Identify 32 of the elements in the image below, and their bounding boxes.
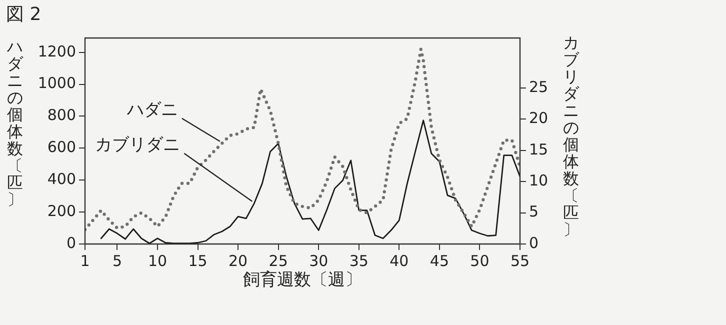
x-axis-title: 飼育週数〔週〕 [243, 270, 362, 290]
x-tick-label: 40 [390, 252, 409, 270]
y-tick-label: 0 [66, 234, 76, 252]
y2-tick-label: 10 [529, 171, 548, 190]
text: カブリダニの個体数〔匹〕 [563, 33, 579, 239]
text: ハダニの個体数〔匹〕 [7, 37, 23, 209]
y-tick-label: 200 [47, 202, 76, 220]
y2-tick-label: 5 [529, 202, 539, 221]
x-tick-label: 15 [188, 252, 208, 270]
text: ハダニ [126, 100, 178, 120]
x-tick-label: 50 [470, 252, 490, 270]
y2-tick-label: 20 [529, 109, 548, 128]
y2-tick-label: 25 [529, 78, 548, 96]
y-tick-label: 1000 [38, 74, 76, 92]
x-tick-label: 35 [349, 252, 368, 270]
y-tick-label: 1200 [38, 42, 76, 60]
text: カブリダニ [95, 134, 180, 155]
x-tick-label: 20 [228, 252, 248, 270]
chart-title: 図 2 [6, 3, 42, 26]
y-tick-label: 400 [47, 170, 76, 188]
x-tick-label: 10 [148, 252, 168, 270]
y2-tick-label: 15 [529, 140, 548, 158]
x-tick-label: 5 [112, 252, 122, 270]
x-tick-label: 55 [510, 252, 530, 270]
x-tick-label: 1 [80, 252, 90, 270]
y-tick-label: 800 [47, 106, 76, 124]
x-tick-label: 25 [268, 252, 288, 270]
y-tick-label: 600 [47, 138, 76, 156]
x-tick-label: 45 [430, 252, 449, 270]
y2-tick-label: 0 [529, 234, 539, 252]
line-series [85, 48, 520, 232]
x-tick-label: 30 [309, 252, 328, 270]
